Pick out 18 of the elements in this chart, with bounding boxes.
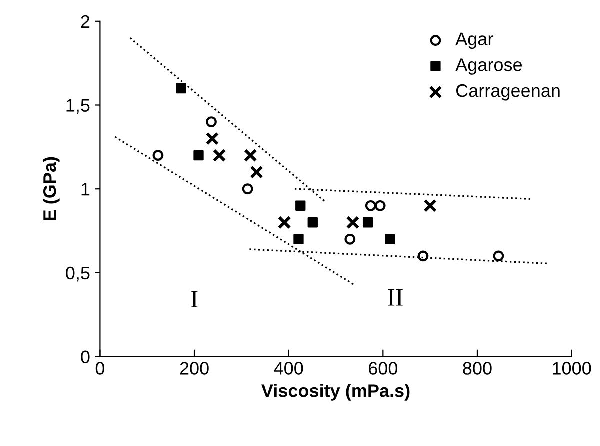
y-tick-label: 1,5 [66,99,90,114]
x-axis-title: Viscosity (mPa.s) [262,384,410,401]
y-tick-label: 0,5 [66,266,90,282]
annotation: II [388,289,403,306]
annotation: I [191,291,198,308]
y-tick-label: 2 [81,15,90,28]
y-axis-title: E (GPa) [42,157,60,220]
legend-label: Agar [456,32,494,50]
legend-label: Carrageenan [456,84,560,101]
x-tick-label: 800 [463,362,492,375]
y-tick-label: 1 [82,183,90,196]
x-tick-label: 1000 [553,362,592,375]
y-tick-label: 0 [81,350,90,364]
x-tick-label: 400 [274,362,304,375]
x-tick-label: 200 [180,362,209,375]
x-tick-label: 600 [369,362,398,375]
x-tick-label: 0 [96,362,105,375]
legend-label: Agarose [456,58,522,75]
